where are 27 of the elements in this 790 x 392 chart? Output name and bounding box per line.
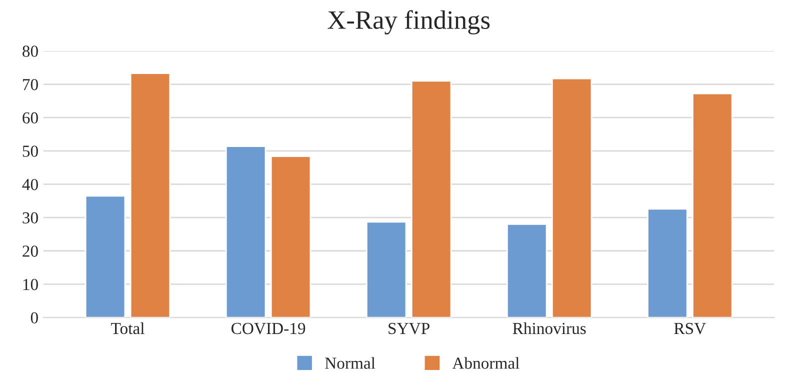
- bar: [410, 80, 452, 318]
- bar: [270, 156, 312, 318]
- y-tick-label: 70: [23, 78, 38, 90]
- x-tick-label: Total: [111, 322, 144, 334]
- chart-title: X-Ray findings: [328, 10, 490, 34]
- bar: [692, 92, 733, 318]
- bar: [225, 146, 266, 318]
- y-tick-label: 50: [22, 146, 38, 157]
- bar: [366, 221, 407, 318]
- legend-label: Normal: [325, 357, 376, 369]
- y-tick-label: 60: [22, 112, 38, 124]
- x-tick-label: SYVP: [388, 322, 430, 334]
- y-tick-label: 0: [30, 312, 38, 324]
- x-tick-label: COVID-19: [231, 322, 306, 334]
- bar: [647, 208, 688, 318]
- y-tick-label: 10: [23, 278, 38, 290]
- bar: [506, 224, 548, 318]
- y-tick-label: 20: [22, 246, 38, 257]
- bar: [130, 72, 171, 318]
- y-tick-label: 80: [22, 46, 38, 57]
- y-tick-label: 30: [22, 212, 38, 224]
- bar: [84, 195, 126, 318]
- legend-label: Abnormal: [452, 357, 520, 369]
- bar: [551, 78, 592, 318]
- x-tick-label: RSV: [674, 322, 706, 334]
- x-tick-label: Rhinovirus: [512, 322, 586, 334]
- y-tick-label: 40: [22, 178, 38, 190]
